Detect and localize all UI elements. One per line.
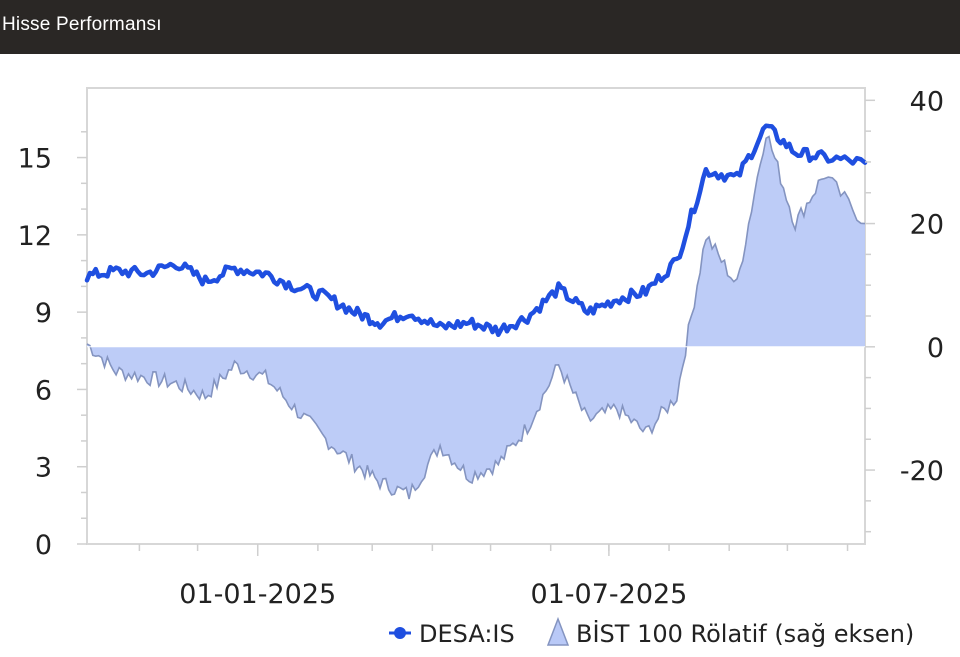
legend-marker-bist (546, 616, 570, 646)
series-area-outline (86, 135, 866, 500)
left-axis-tick-label: 15 (18, 144, 52, 175)
legend-marker-desa (394, 627, 406, 639)
relative-area-layer (86, 135, 866, 500)
header-bar: Hisse Performansı (0, 0, 960, 54)
left-axis-tick-label: 12 (18, 221, 52, 252)
right-axis-tick-label: 40 (910, 86, 944, 117)
price-line-layer (84, 123, 868, 338)
axes-layer: 0 3 6 9 12 15 -20 0 20 40 01-01-2025 01-07-2025 (18, 86, 944, 610)
legend: DESA:IS BİST 100 Rölatif (sağ eksen) (389, 616, 914, 648)
right-axis-tick-label: -20 (900, 456, 944, 487)
right-axis-tick-label: 0 (927, 333, 944, 364)
left-axis-tick-label: 6 (35, 375, 52, 406)
x-axis-tick-label: 01-07-2025 (530, 579, 687, 610)
legend-label-desa: DESA:IS (419, 620, 515, 648)
legend-label-bist: BİST 100 Rölatif (sağ eksen) (576, 619, 914, 648)
left-axis-tick-label: 0 (35, 530, 52, 561)
performance-chart: 0 3 6 9 12 15 -20 0 20 40 01-01-2025 01-07-2025 DES… (18, 86, 944, 648)
x-axis-tick-label: 01-01-2025 (179, 579, 336, 610)
right-axis-tick-label: 20 (910, 210, 944, 241)
series-area-bist100-relative (87, 136, 865, 499)
page-title: Hisse Performansı (2, 14, 162, 35)
left-axis-tick-label: 3 (35, 453, 52, 484)
series-line-desa (84, 123, 868, 338)
left-axis-tick-label: 9 (35, 298, 52, 329)
